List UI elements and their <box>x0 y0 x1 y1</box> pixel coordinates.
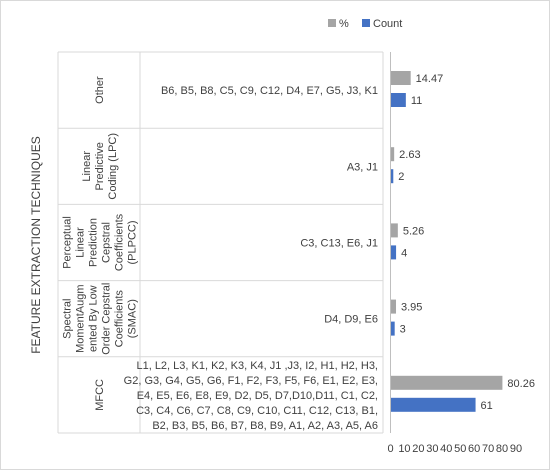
category-label-line: Perceptual <box>62 216 74 269</box>
bar-count <box>390 321 395 336</box>
value-label-count: 4 <box>401 247 407 259</box>
x-tick-label: 0 <box>387 443 393 455</box>
category-label: MFCC <box>94 379 106 411</box>
x-tick-label: 60 <box>468 443 480 455</box>
x-tick-label: 70 <box>482 443 494 455</box>
paper-code-line: A3, J1 <box>347 161 378 173</box>
value-label-count: 2 <box>398 171 404 183</box>
category-label-line: Coefficients <box>114 290 126 348</box>
x-tick-label: 90 <box>510 443 522 455</box>
bar-count <box>390 245 397 260</box>
value-label-percent: 5.26 <box>403 225 424 237</box>
paper-code-line: B2, B3, B5, B6, B7, B8, B9, A1, A2, A3, … <box>152 420 378 432</box>
bar-percent <box>390 299 397 314</box>
category-label: PerceptualLinearPredictionCepstralCoeffi… <box>62 213 139 271</box>
category-label-line: Linear <box>81 151 93 182</box>
paper-code-line: D4, D9, E6 <box>324 314 378 326</box>
x-axis: 0 10 20 30 40 50 60 70 80 90 <box>387 52 522 455</box>
category-label-line: Predictive <box>94 142 106 190</box>
category-label-line: Coding (LPC) <box>107 133 119 200</box>
category-label-line: MomentAugm <box>75 284 87 352</box>
x-tick-label: 80 <box>496 443 508 455</box>
category-label-line: Other <box>94 76 106 104</box>
category-label-line: Order Cepstral <box>101 283 113 355</box>
x-tick-label: 20 <box>412 443 424 455</box>
bars <box>390 71 503 412</box>
x-tick-label: 40 <box>440 443 452 455</box>
category-label-line: Spectral <box>62 299 74 339</box>
category-label: SpectralMomentAugmented By LowOrder Ceps… <box>62 283 139 355</box>
bar-percent <box>390 375 503 390</box>
value-label-percent: 2.63 <box>399 149 420 161</box>
x-tick-label: 30 <box>426 443 438 455</box>
category-label-line: Cepstral <box>101 222 113 263</box>
category-label-line: Coefficients <box>114 213 126 271</box>
legend: % Count <box>328 18 402 30</box>
category-table <box>57 51 384 434</box>
bar-count <box>390 397 476 412</box>
y-axis-title: FEATURE EXTRACTION TECHNIQUES <box>29 136 43 354</box>
legend-label-percent: % <box>339 18 349 30</box>
bar-count <box>390 169 394 184</box>
value-label-count: 61 <box>481 400 493 412</box>
category-label-line: MFCC <box>94 379 106 411</box>
category-label: Other <box>94 76 106 104</box>
bar-percent <box>390 147 395 162</box>
paper-code-line: B6, B5, B8, C5, C9, C12, D4, E7, G5, J3,… <box>161 85 378 97</box>
legend-swatch-count <box>362 19 370 27</box>
value-labels: 14.47 11 2.63 2 5.26 4 3.95 3 80.26 61 <box>398 73 535 412</box>
value-label-percent: 14.47 <box>416 73 444 85</box>
value-label-count: 3 <box>400 324 406 336</box>
paper-code-line: G2, G3, G4, G5, G6, F1, F2, F3, F5, F6, … <box>124 375 378 387</box>
x-tick-label: 10 <box>398 443 410 455</box>
category-label-line: Prediction <box>88 218 100 267</box>
bar-count <box>390 93 406 107</box>
legend-label-count: Count <box>373 18 402 30</box>
value-label-percent: 3.95 <box>401 302 422 314</box>
category-label-line: (PLPCC) <box>127 220 139 264</box>
category-label-line: ented By Low <box>88 285 100 352</box>
paper-code-line: L1, L2, L3, K1, K2, K3, K4, J1 ,J3, I2, … <box>136 360 378 372</box>
bar-percent <box>390 223 398 238</box>
category-label: LinearPredictiveCoding (LPC) <box>81 133 119 200</box>
value-label-count: 11 <box>411 95 422 107</box>
paper-codes: B6, B5, B8, C5, C9, C12, D4, E7, G5, J3,… <box>124 85 378 432</box>
paper-code-line: C3, C4, C6, C7, C8, C9, C10, C11, C12, C… <box>136 405 378 417</box>
x-tick-label: 50 <box>454 443 466 455</box>
category-label-line: (SMAC) <box>127 299 139 338</box>
legend-swatch-percent <box>328 19 336 27</box>
category-label-line: Linear <box>75 227 87 258</box>
paper-code-line: E4, E5, E6, E8, E9, D2, D5, D7,D10,D11, … <box>137 390 378 402</box>
value-label-percent: 80.26 <box>507 378 535 390</box>
paper-code-line: C3, C13, E6, J1 <box>300 238 378 250</box>
bar-percent <box>390 71 411 85</box>
